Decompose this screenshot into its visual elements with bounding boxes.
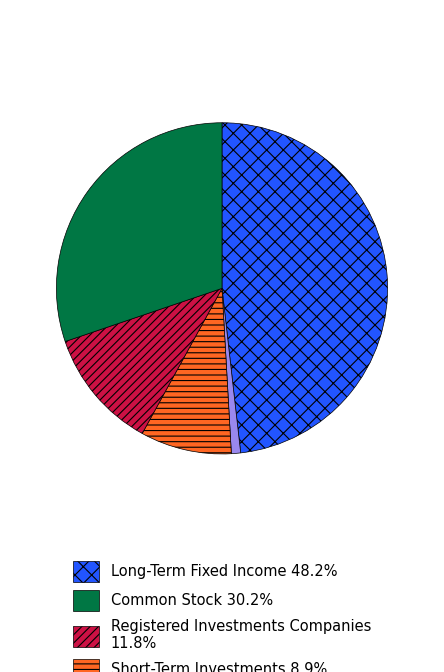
Wedge shape <box>65 288 222 433</box>
Wedge shape <box>222 288 241 454</box>
Legend: Long-Term Fixed Income 48.2%, Common Stock 30.2%, Registered Investments Compani: Long-Term Fixed Income 48.2%, Common Sto… <box>66 554 378 672</box>
Wedge shape <box>222 123 388 453</box>
Wedge shape <box>142 288 231 454</box>
Wedge shape <box>56 123 222 341</box>
